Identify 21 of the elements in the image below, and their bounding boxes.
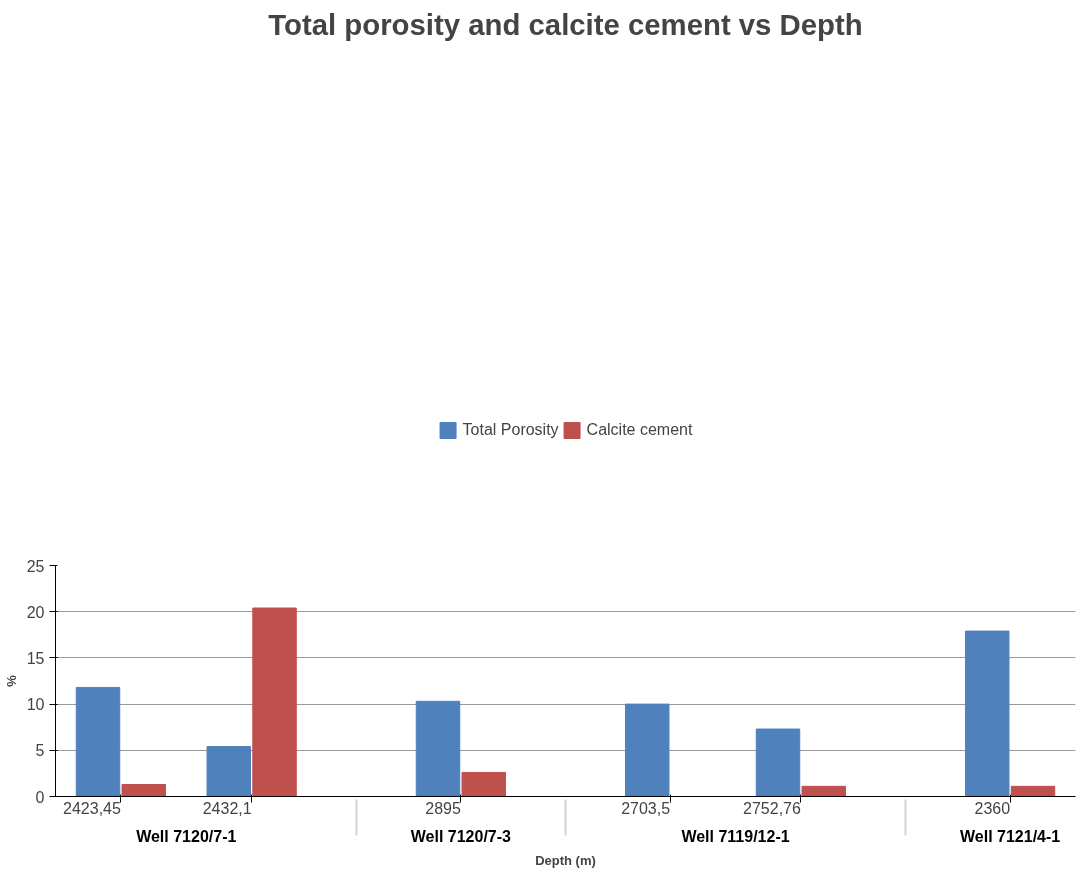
x-tick-label: 2895 — [425, 799, 461, 817]
x-tick-label: 2360 — [974, 799, 1011, 817]
text: Well 7121/4-1 — [960, 827, 1061, 845]
legend-label: Total Porosity — [462, 421, 559, 439]
chart-title: Total porosity and calcite cement vs Depth — [268, 7, 863, 41]
text: Well 7120/7-1 — [136, 827, 237, 845]
y-tick-label: 15 — [26, 649, 45, 667]
x-axis-title: Depth (m) — [535, 852, 596, 868]
text: Well 7119/12-1 — [681, 827, 790, 845]
text: Well 7120/7-3 — [410, 827, 512, 845]
y-tick-label: 5 — [35, 742, 45, 760]
y-tick-label: 10 — [26, 696, 45, 714]
x-tick-label: 2752,76 — [743, 799, 801, 817]
x-tick-label: 2703,5 — [621, 799, 671, 817]
y-tick-label: 0 — [35, 788, 45, 806]
y-tick-label: 25 — [26, 557, 45, 575]
x-tick-label: 2432,1 — [202, 799, 252, 817]
y-tick-label: 20 — [26, 603, 45, 621]
x-tick-label: 2423,45 — [63, 799, 121, 817]
legend-label: Calcite cement — [586, 421, 693, 439]
y-axis-title: % — [3, 674, 19, 687]
